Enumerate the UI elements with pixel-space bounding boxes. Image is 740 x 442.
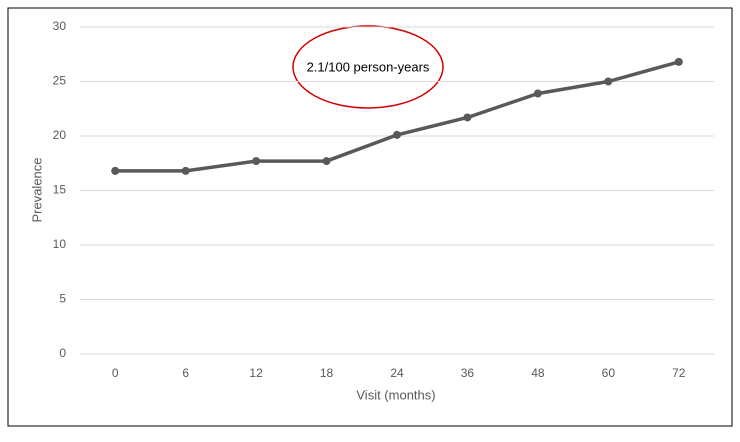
- y-tick-label: 0: [59, 346, 66, 360]
- x-tick-label: 18: [320, 366, 334, 380]
- y-tick-label: 5: [59, 292, 66, 306]
- y-tick-label: 15: [53, 183, 67, 197]
- y-tick-label: 25: [53, 74, 67, 88]
- chart-frame: [7, 7, 733, 427]
- marker: [322, 157, 331, 166]
- x-tick-label: 48: [531, 366, 545, 380]
- x-tick-label: 36: [461, 366, 475, 380]
- x-tick-label: 72: [672, 366, 686, 380]
- marker: [252, 157, 261, 166]
- y-axis-label: Prevalence: [29, 157, 44, 222]
- x-tick-label: 0: [112, 366, 119, 380]
- y-tick-label: 10: [53, 237, 67, 251]
- marker: [393, 130, 401, 139]
- x-tick-label: 12: [249, 366, 263, 380]
- marker: [533, 89, 542, 98]
- marker: [604, 77, 613, 86]
- marker: [463, 113, 472, 122]
- x-tick-label: 24: [390, 366, 404, 380]
- x-axis-label: Visit (months): [356, 387, 435, 402]
- marker: [181, 166, 190, 175]
- annotation: 2.1/100 person-years: [307, 59, 430, 74]
- annotation-ellipse: [292, 25, 444, 109]
- marker: [111, 166, 120, 175]
- x-tick-label: 60: [602, 366, 616, 380]
- y-tick-label: 30: [53, 19, 67, 33]
- y-tick-label: 20: [53, 128, 67, 142]
- x-tick-label: 6: [182, 366, 189, 380]
- marker: [674, 57, 683, 66]
